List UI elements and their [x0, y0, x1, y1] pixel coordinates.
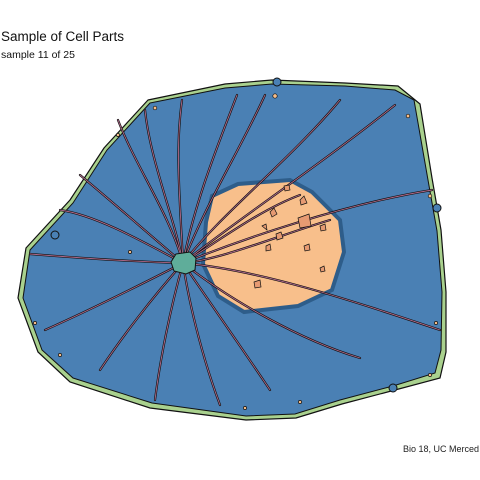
figure-subtitle: sample 11 of 25	[1, 49, 75, 61]
figure-caption: Bio 18, UC Merced	[402, 444, 479, 454]
nucleus	[200, 177, 347, 315]
nucleus-granules	[253, 184, 327, 289]
figure-title: Sample of Cell Parts	[1, 29, 125, 44]
cytoplasm-vesicles	[33, 93, 438, 410]
filaments-fill	[29, 94, 441, 406]
membrane-receptors	[50, 77, 442, 393]
centrosome	[170, 251, 197, 275]
